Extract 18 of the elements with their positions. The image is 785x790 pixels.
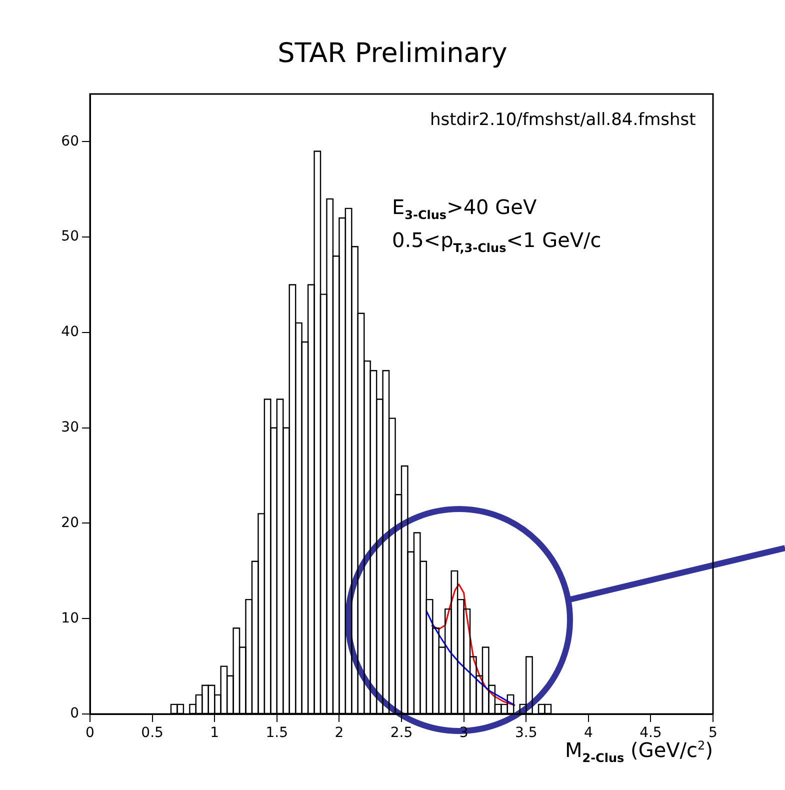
y-tick-label: 40 — [61, 324, 79, 340]
y-tick-label: 50 — [61, 228, 79, 245]
y-tick-label: 20 — [61, 514, 79, 531]
annotation: 0.5<p$_{T,3-Clus}$<1 GeV/c — [392, 228, 602, 255]
x-tick-label: 1 — [210, 725, 220, 742]
x-tick-label: 0.5 — [141, 725, 164, 742]
y-tick-label: 60 — [61, 133, 79, 150]
chart-title: STAR Preliminary — [276, 38, 508, 69]
x-tick-label: 1.5 — [266, 725, 288, 742]
y-tick-label: 10 — [61, 610, 79, 626]
y-tick-label: 0 — [70, 706, 79, 722]
annotation: E$_{3-Clus}$>40 GeV — [392, 195, 537, 222]
x-tick-label: 0 — [86, 725, 94, 742]
y-tick-label: 30 — [61, 419, 79, 436]
x-tick-label: 2 — [334, 725, 344, 742]
annotation: hstdir2.10/fmshst/all.84.fmshst — [430, 110, 696, 130]
x-tick-label: 3.5 — [514, 725, 538, 742]
x-tick-label: 2.5 — [390, 725, 413, 742]
